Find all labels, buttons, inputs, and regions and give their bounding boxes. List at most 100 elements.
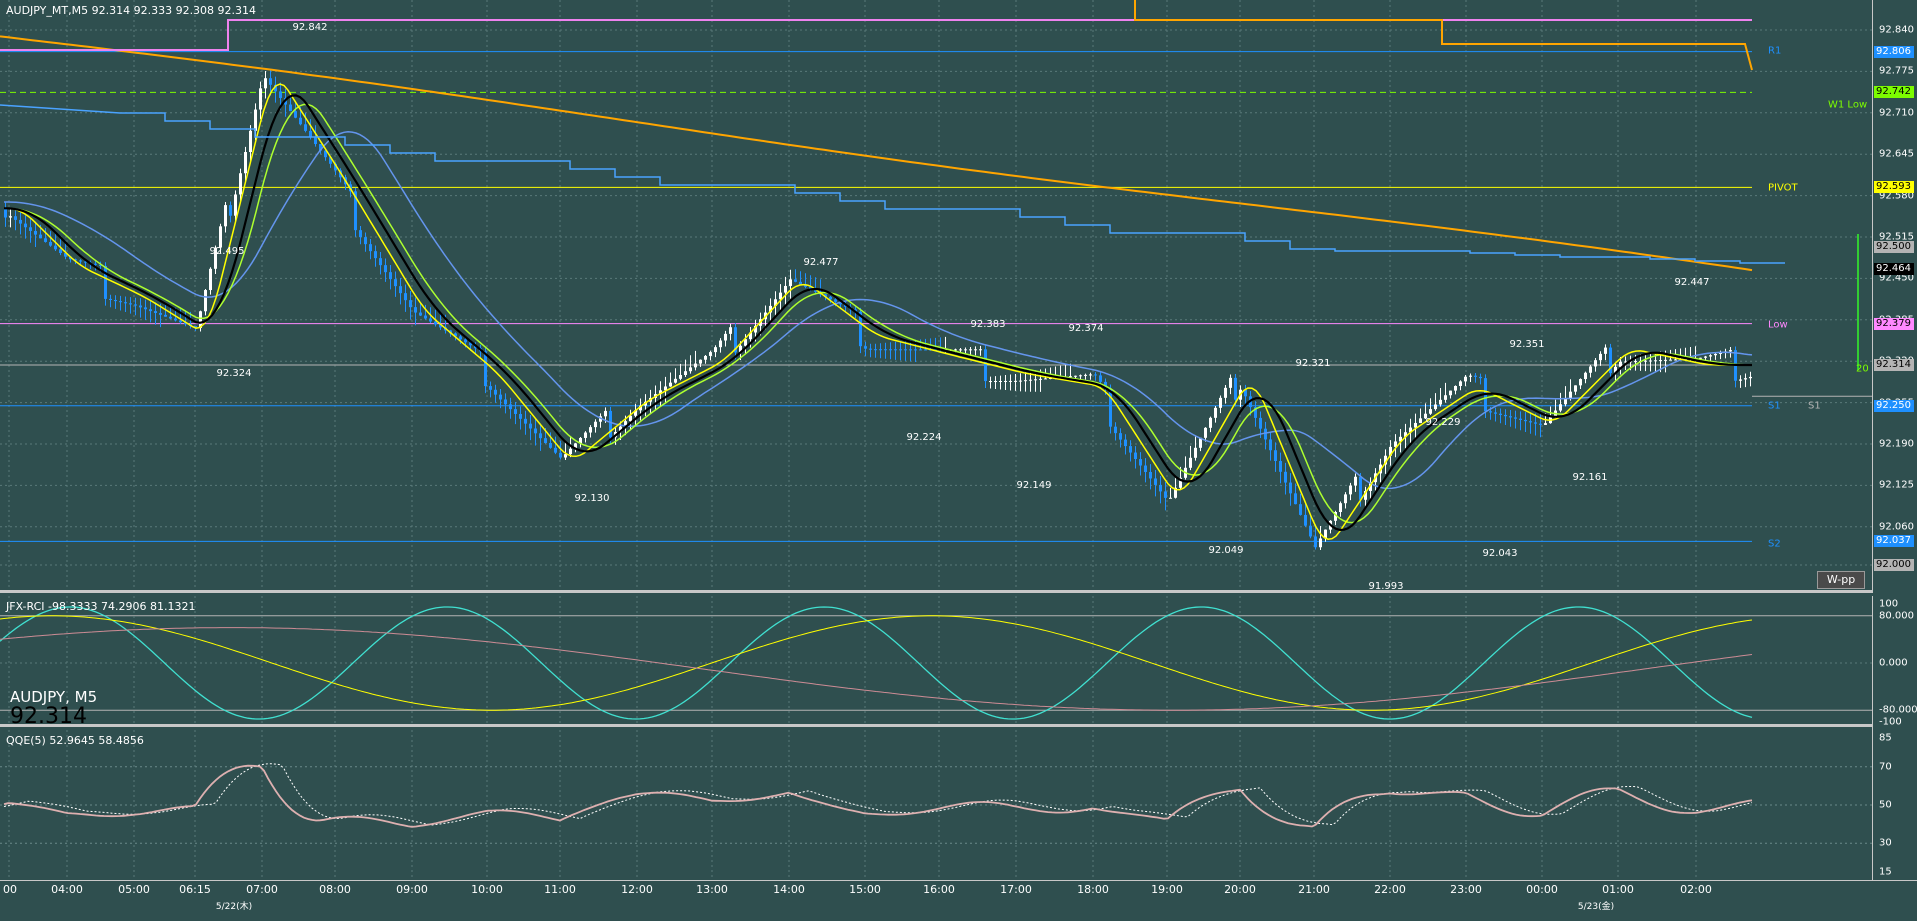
- candle-body: [729, 327, 732, 334]
- candle-body: [1564, 397, 1567, 405]
- candle-body: [1274, 450, 1277, 462]
- candle-body: [199, 311, 202, 328]
- w-pp-button[interactable]: W-pp: [1817, 571, 1865, 589]
- candle-body: [754, 325, 757, 333]
- candle-body: [1409, 427, 1412, 433]
- candle-body: [1704, 356, 1707, 358]
- candle-body: [859, 311, 862, 347]
- candle-body: [589, 427, 592, 433]
- candle-body: [624, 421, 627, 427]
- candle-body: [1099, 375, 1102, 382]
- candle-body: [1529, 421, 1532, 423]
- time-tick: 18:00: [1077, 883, 1109, 896]
- candle-body: [1344, 494, 1347, 504]
- candle-body: [969, 349, 972, 351]
- candle-body: [1029, 379, 1032, 381]
- candle-body: [179, 320, 182, 323]
- step-line-orange: [1134, 0, 1753, 71]
- candle-body: [889, 349, 892, 351]
- r1-label: R1: [1768, 45, 1782, 57]
- candle-body: [1219, 397, 1222, 408]
- candle-body: [639, 405, 642, 411]
- candle-body: [1709, 355, 1712, 357]
- candle-body: [1334, 512, 1337, 521]
- price-panel[interactable]: AUDJPY_MT,M5 92.314 92.333 92.308 92.314…: [0, 0, 1872, 593]
- qqe-fast-line: [3, 764, 1753, 828]
- candle-body: [1534, 422, 1537, 424]
- candle-body: [1354, 476, 1357, 486]
- candle-body: [1664, 359, 1667, 361]
- qqe-tick: 30: [1879, 837, 1892, 849]
- time-tick: 06:15: [179, 883, 211, 896]
- candle-body: [1244, 389, 1247, 397]
- candle-body: [1419, 418, 1422, 423]
- candle-body: [239, 173, 242, 195]
- time-tick: 10:00: [471, 883, 503, 896]
- rci-tick: 80.000: [1879, 610, 1914, 622]
- candle-body: [1544, 423, 1547, 425]
- candle-body: [829, 296, 832, 300]
- candle-body: [519, 413, 522, 419]
- candle-body: [1644, 360, 1647, 362]
- candle-body: [1614, 366, 1617, 374]
- qqe-slow-line: [3, 763, 1753, 826]
- candle-body: [74, 259, 77, 261]
- candle-body: [1424, 413, 1427, 419]
- candle-body: [934, 349, 937, 351]
- time-tick: 20:00: [1224, 883, 1256, 896]
- candle-body: [159, 312, 162, 315]
- rci-axis: 100 80.000 0.000 -80.000 -100: [1872, 596, 1917, 730]
- candle-body: [194, 326, 197, 328]
- candle-body: [54, 245, 57, 250]
- candle-body: [909, 349, 912, 351]
- candle-body: [579, 437, 582, 444]
- rci-tick: 100: [1879, 598, 1899, 610]
- price-axis[interactable]: 92.840 92.775 92.710 92.645 92.580 92.515 92.4…: [1872, 0, 1917, 593]
- candle-body: [59, 249, 62, 253]
- candle-body: [254, 109, 257, 131]
- candle-body: [1004, 380, 1007, 382]
- candle-body: [1129, 446, 1132, 453]
- candle-body: [1559, 404, 1562, 411]
- candle-body: [774, 299, 777, 306]
- step-line-violet: [0, 19, 1752, 51]
- rci-panel[interactable]: JFX-RCI -98.3333 74.2906 81.1321: [0, 596, 1872, 727]
- candle-body: [1539, 423, 1542, 425]
- price-label: 92.447: [1674, 277, 1710, 288]
- candle-body: [1444, 395, 1447, 400]
- candle-body: [409, 300, 412, 308]
- candle-body: [44, 238, 47, 242]
- candle-body: [514, 409, 517, 414]
- candle-body: [1514, 417, 1517, 419]
- candle-body: [1739, 379, 1742, 381]
- candle-body: [1039, 378, 1042, 380]
- candle-body: [1324, 529, 1327, 539]
- candle-body: [1504, 414, 1507, 417]
- candle-body: [954, 349, 957, 351]
- candle-body: [964, 349, 967, 351]
- candle-body: [1744, 378, 1747, 380]
- candle-body: [434, 321, 437, 325]
- candle-body: [1654, 360, 1657, 362]
- candle-body: [1169, 497, 1172, 499]
- current-price-label: 92.314: [10, 704, 87, 729]
- candle-body: [364, 237, 367, 245]
- candle-body: [384, 265, 387, 273]
- time-axis[interactable]: 00 04:00 05:00 06:15 07:00 08:00 09:00 10:00 11:…: [0, 880, 1917, 921]
- qqe-panel[interactable]: QQE(5) 52.9645 58.4856: [0, 730, 1872, 880]
- rci-header: JFX-RCI -98.3333 74.2906 81.1321: [6, 600, 196, 613]
- candle-body: [809, 286, 812, 290]
- candle-body: [174, 318, 177, 321]
- candle-body: [119, 301, 122, 303]
- time-tick: 11:00: [544, 883, 576, 896]
- time-tick: 01:00: [1602, 883, 1634, 896]
- candle-body: [1394, 441, 1397, 447]
- time-tick: 13:00: [696, 883, 728, 896]
- price-tag: 92.000: [1874, 559, 1914, 571]
- price-label: 92.374: [1068, 323, 1104, 334]
- qqe-tick: 70: [1879, 761, 1892, 773]
- price-tick: 92.060: [1879, 521, 1914, 533]
- price-label: 92.043: [1482, 548, 1518, 559]
- candle-body: [1309, 525, 1312, 537]
- time-tick: 05:00: [118, 883, 150, 896]
